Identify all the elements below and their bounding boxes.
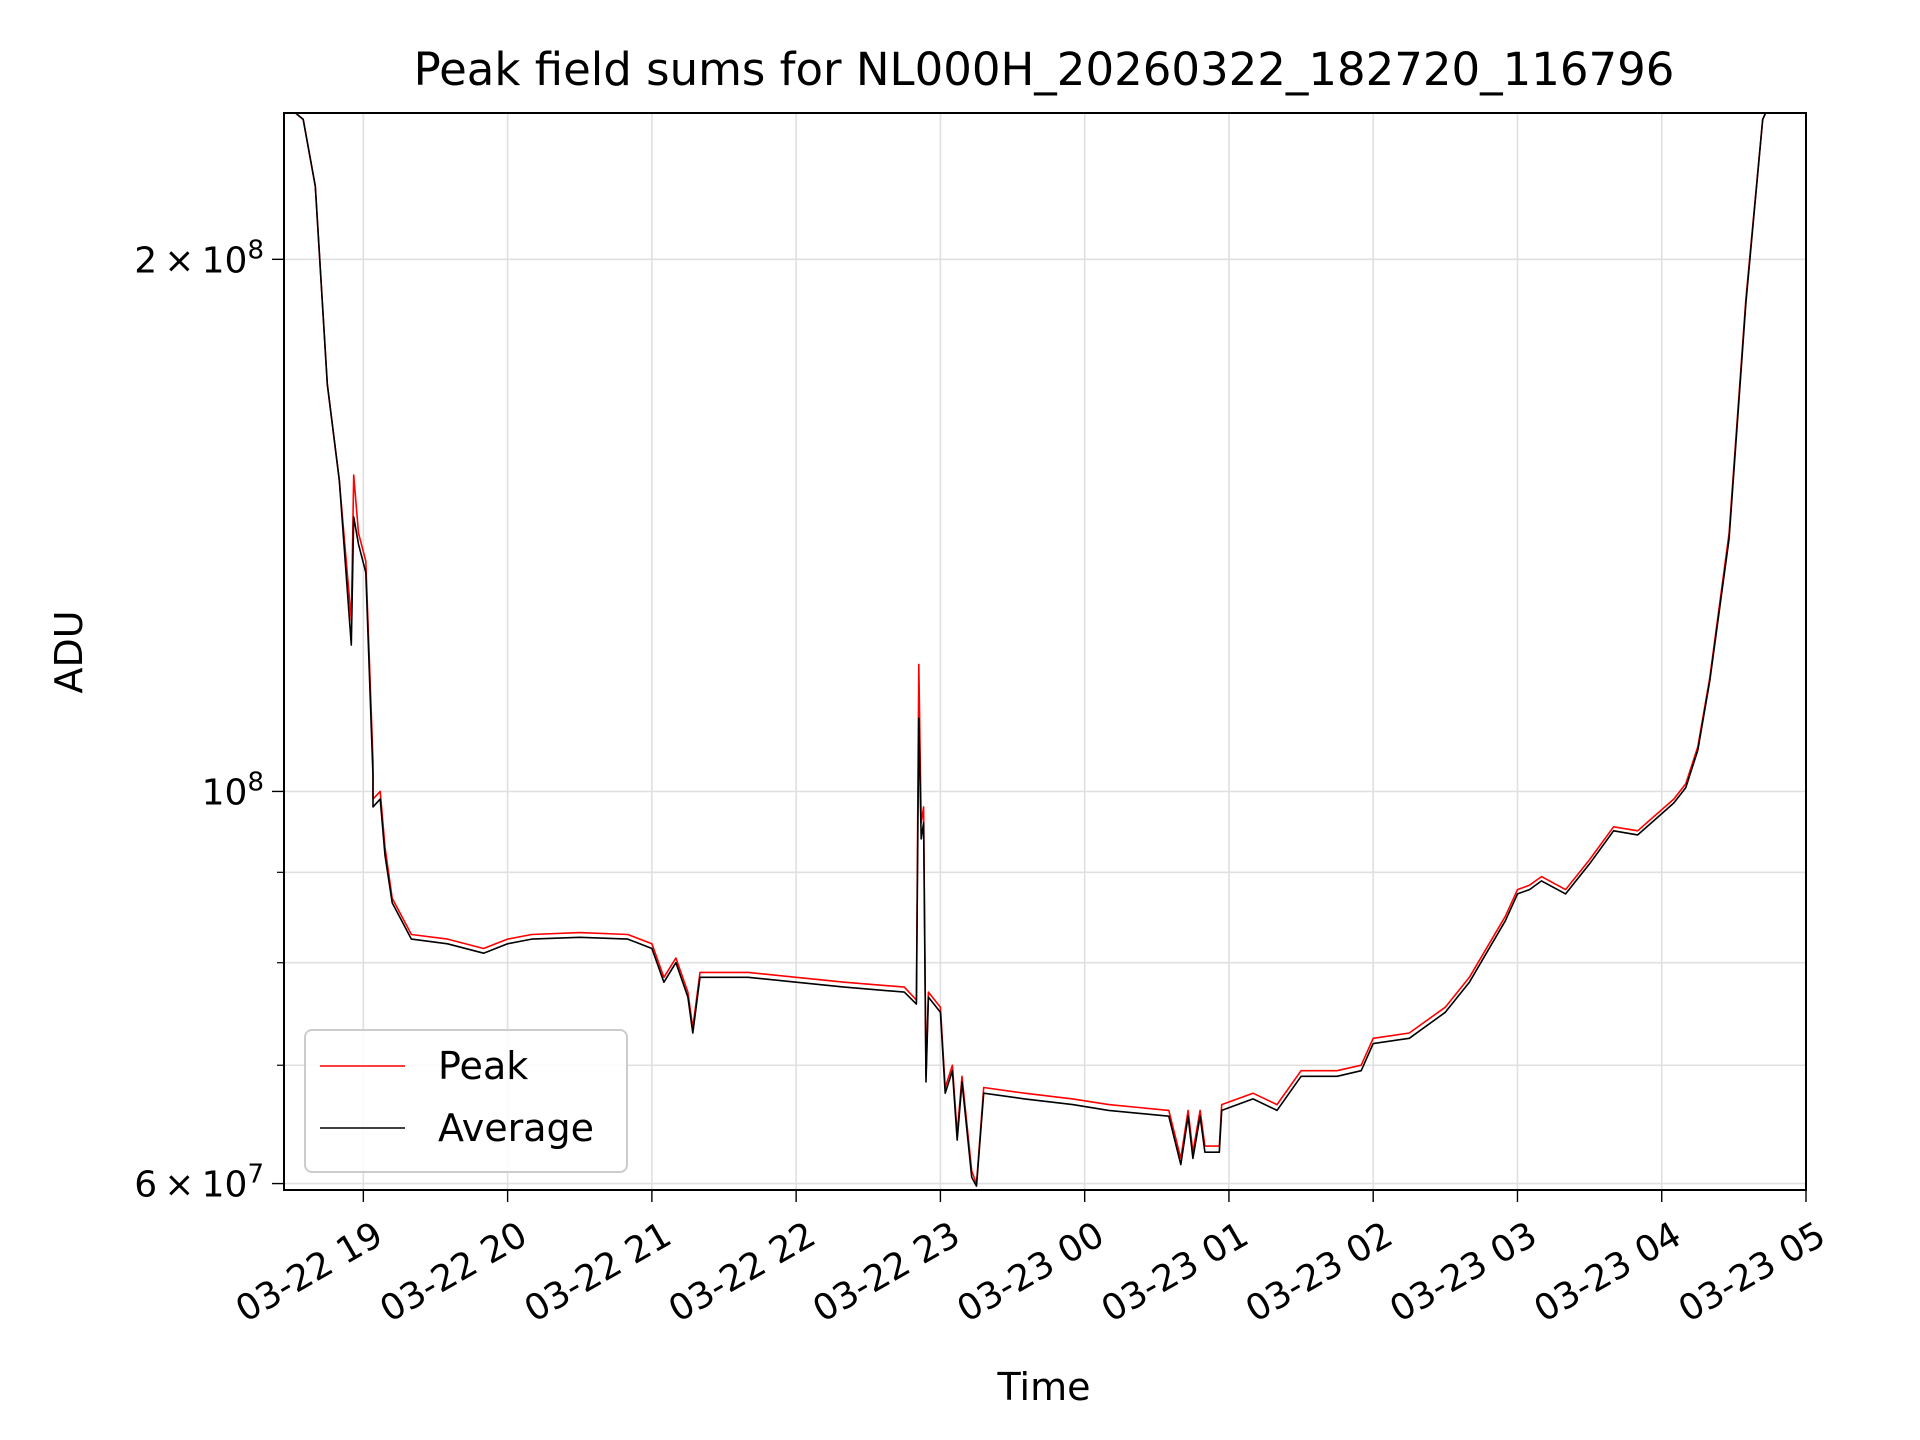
legend: Peak Average [304, 1029, 628, 1173]
y-tick-label: 108 [202, 767, 264, 813]
plot-frame [283, 112, 1807, 1191]
series-layer [294, 113, 1767, 1187]
y-tick-label: 2 × 108 [134, 235, 264, 281]
y-axis-ticks: 6 × 107 108 2 × 108 [134, 235, 284, 1206]
series-line-average [294, 113, 1767, 1187]
legend-label-average: Average [438, 1106, 594, 1150]
x-axis-label: Time [997, 1365, 1091, 1409]
y-tick-2: 2 × 108 [134, 235, 284, 281]
y-axis-label: ADU [47, 610, 91, 693]
grid [284, 113, 1806, 1190]
y-tick-0: 6 × 107 [134, 1160, 284, 1206]
legend-label-peak: Peak [438, 1044, 528, 1088]
y-tick-label: 6 × 107 [134, 1160, 264, 1206]
chart-title: Peak field sums for NL000H_20260322_1827… [414, 43, 1675, 96]
y-tick-1: 108 [202, 767, 284, 813]
